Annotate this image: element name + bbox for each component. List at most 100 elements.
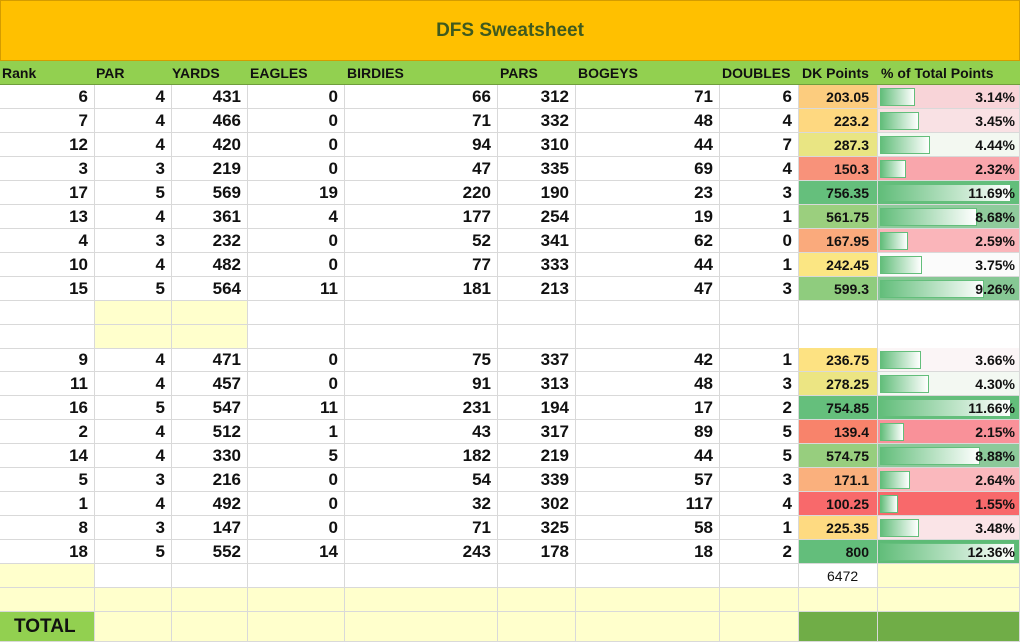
cell-par[interactable] bbox=[95, 612, 172, 642]
cell-bogeys[interactable]: 62 bbox=[576, 229, 720, 253]
cell-par[interactable]: 4 bbox=[95, 109, 172, 133]
cell-pct[interactable]: 1.55% bbox=[878, 492, 1020, 516]
header-birdies[interactable]: BIRDIES bbox=[347, 65, 404, 81]
cell-pct[interactable]: 9.26% bbox=[878, 277, 1020, 301]
cell-birdies[interactable]: 177 bbox=[345, 205, 498, 229]
cell-eagles[interactable]: 11 bbox=[248, 277, 345, 301]
cell-bogeys[interactable]: 19 bbox=[576, 205, 720, 229]
cell-eagles[interactable]: 14 bbox=[248, 540, 345, 564]
cell-dk[interactable]: 139.4 bbox=[799, 420, 878, 444]
cell-par[interactable]: 3 bbox=[95, 157, 172, 181]
cell-birdies[interactable]: 243 bbox=[345, 540, 498, 564]
cell-bogeys[interactable] bbox=[576, 564, 720, 588]
cell-bogeys[interactable]: 71 bbox=[576, 85, 720, 109]
cell-eagles[interactable]: 0 bbox=[248, 253, 345, 277]
cell-yards[interactable]: 512 bbox=[172, 420, 248, 444]
cell-doubles[interactable]: 1 bbox=[720, 253, 799, 277]
cell-doubles[interactable] bbox=[720, 325, 799, 349]
cell-eagles[interactable] bbox=[248, 325, 345, 349]
cell-eagles[interactable]: 19 bbox=[248, 181, 345, 205]
cell-pct[interactable] bbox=[878, 612, 1020, 642]
cell-pct[interactable]: 3.14% bbox=[878, 85, 1020, 109]
cell-dk[interactable]: 203.05 bbox=[799, 85, 878, 109]
cell-yards[interactable]: 361 bbox=[172, 205, 248, 229]
cell-doubles[interactable]: 5 bbox=[720, 420, 799, 444]
cell-dk[interactable] bbox=[799, 612, 878, 642]
cell-yards[interactable] bbox=[172, 564, 248, 588]
cell-par[interactable]: 4 bbox=[95, 205, 172, 229]
cell-pars[interactable]: 213 bbox=[498, 277, 576, 301]
cell-pct[interactable]: 12.36% bbox=[878, 540, 1020, 564]
cell-pars[interactable]: 254 bbox=[498, 205, 576, 229]
cell-eagles[interactable]: 5 bbox=[248, 444, 345, 468]
cell-dk[interactable]: 561.75 bbox=[799, 205, 878, 229]
cell-rank[interactable]: 3 bbox=[0, 157, 95, 181]
cell-eagles[interactable] bbox=[248, 564, 345, 588]
cell-eagles[interactable]: 0 bbox=[248, 85, 345, 109]
cell-dk[interactable]: 599.3 bbox=[799, 277, 878, 301]
cell-pars[interactable] bbox=[498, 612, 576, 642]
header-par[interactable]: PAR bbox=[96, 65, 125, 81]
cell-rank[interactable]: 12 bbox=[0, 133, 95, 157]
cell-bogeys[interactable]: 89 bbox=[576, 420, 720, 444]
cell-bogeys[interactable]: 58 bbox=[576, 516, 720, 540]
cell-rank[interactable]: 7 bbox=[0, 109, 95, 133]
cell-doubles[interactable]: 1 bbox=[720, 348, 799, 372]
cell-doubles[interactable]: 4 bbox=[720, 157, 799, 181]
cell-doubles[interactable]: 1 bbox=[720, 205, 799, 229]
cell-birdies[interactable]: 77 bbox=[345, 253, 498, 277]
cell-bogeys[interactable]: 18 bbox=[576, 540, 720, 564]
cell-yards[interactable]: 569 bbox=[172, 181, 248, 205]
cell-pct[interactable]: 8.68% bbox=[878, 205, 1020, 229]
cell-rank[interactable] bbox=[0, 301, 95, 325]
header-pars[interactable]: PARS bbox=[500, 65, 538, 81]
cell-dk[interactable]: 278.25 bbox=[799, 372, 878, 396]
cell-par[interactable]: 4 bbox=[95, 444, 172, 468]
cell-pars[interactable]: 194 bbox=[498, 396, 576, 420]
cell-par[interactable]: 4 bbox=[95, 420, 172, 444]
cell-yards[interactable]: 330 bbox=[172, 444, 248, 468]
cell-birdies[interactable]: 181 bbox=[345, 277, 498, 301]
cell-dk[interactable]: 236.75 bbox=[799, 348, 878, 372]
cell-yards[interactable]: 482 bbox=[172, 253, 248, 277]
cell-yards[interactable] bbox=[172, 325, 248, 349]
cell-eagles[interactable]: 0 bbox=[248, 492, 345, 516]
cell-bogeys[interactable] bbox=[576, 588, 720, 612]
cell-dk[interactable]: 225.35 bbox=[799, 516, 878, 540]
cell-birdies[interactable] bbox=[345, 588, 498, 612]
cell-eagles[interactable]: 0 bbox=[248, 157, 345, 181]
cell-pct[interactable]: 3.75% bbox=[878, 253, 1020, 277]
cell-dk[interactable] bbox=[799, 325, 878, 349]
cell-yards[interactable]: 552 bbox=[172, 540, 248, 564]
cell-bogeys[interactable]: 48 bbox=[576, 109, 720, 133]
cell-par[interactable] bbox=[95, 325, 172, 349]
cell-doubles[interactable]: 3 bbox=[720, 181, 799, 205]
cell-pars[interactable]: 219 bbox=[498, 444, 576, 468]
cell-pct[interactable]: 11.69% bbox=[878, 181, 1020, 205]
cell-rank[interactable] bbox=[0, 564, 95, 588]
cell-pars[interactable]: 333 bbox=[498, 253, 576, 277]
cell-pars[interactable]: 339 bbox=[498, 468, 576, 492]
cell-doubles[interactable]: 3 bbox=[720, 468, 799, 492]
cell-yards[interactable]: 232 bbox=[172, 229, 248, 253]
cell-rank[interactable]: 13 bbox=[0, 205, 95, 229]
cell-pars[interactable] bbox=[498, 325, 576, 349]
cell-rank[interactable] bbox=[0, 588, 95, 612]
dk-points-total[interactable]: 6472 bbox=[799, 564, 878, 588]
cell-yards[interactable]: 147 bbox=[172, 516, 248, 540]
cell-birdies[interactable]: 66 bbox=[345, 85, 498, 109]
cell-yards[interactable]: 471 bbox=[172, 348, 248, 372]
cell-doubles[interactable]: 3 bbox=[720, 277, 799, 301]
cell-par[interactable] bbox=[95, 564, 172, 588]
cell-rank[interactable]: 10 bbox=[0, 253, 95, 277]
cell-par[interactable]: 4 bbox=[95, 492, 172, 516]
cell-eagles[interactable]: 0 bbox=[248, 109, 345, 133]
cell-doubles[interactable]: 1 bbox=[720, 516, 799, 540]
cell-doubles[interactable]: 2 bbox=[720, 396, 799, 420]
cell-pars[interactable]: 332 bbox=[498, 109, 576, 133]
cell-yards[interactable]: 492 bbox=[172, 492, 248, 516]
cell-pct[interactable] bbox=[878, 564, 1020, 588]
cell-par[interactable]: 4 bbox=[95, 253, 172, 277]
cell-doubles[interactable]: 4 bbox=[720, 492, 799, 516]
cell-rank[interactable]: 17 bbox=[0, 181, 95, 205]
